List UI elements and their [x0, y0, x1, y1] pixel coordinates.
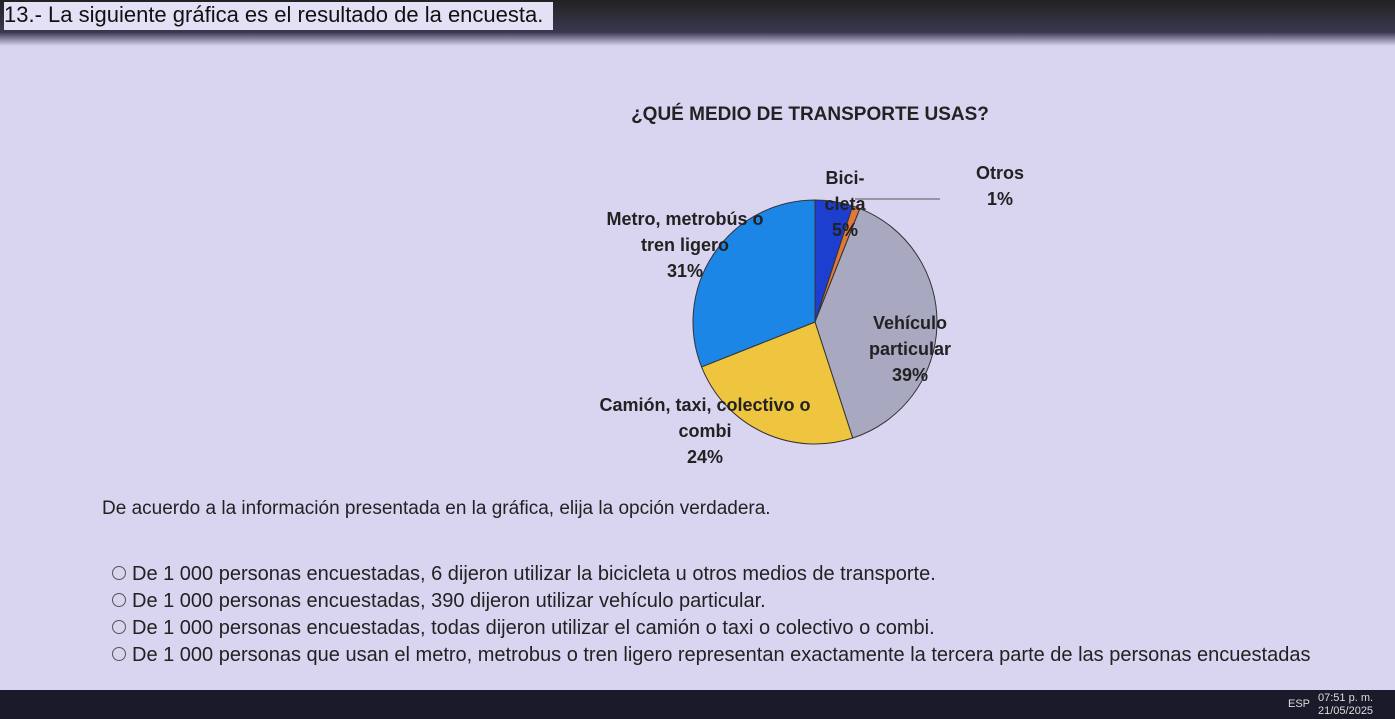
taskbar: ESP 07:51 p. m. 21/05/2025	[0, 690, 1395, 719]
radio	[112, 647, 126, 661]
option-text: De 1 000 personas que usan el metro, met…	[132, 644, 1311, 666]
prompt: De acuerdo a la información presentada e…	[102, 498, 771, 519]
slice-label: Metro, metrobús o tren ligero 31%	[600, 206, 770, 284]
category-label: Camión, taxi, colectivo o combi	[599, 395, 811, 441]
option-text: De 1 000 personas encuestadas, 6 dijeron…	[132, 563, 936, 585]
category-label: Bici- cleta	[824, 168, 866, 214]
value-label: 1%	[986, 189, 1013, 209]
slice-label: Otros 1%	[960, 160, 1040, 212]
option[interactable]: De 1 000 personas encuestadas, 6 dijeron…	[112, 563, 936, 586]
time: 07:51 p. m.	[1318, 692, 1374, 704]
option-text: De 1 000 personas encuestadas, todas dij…	[132, 617, 935, 639]
option[interactable]: De 1 000 personas encuestadas, 390 dijer…	[112, 590, 766, 613]
option-text: De 1 000 personas encuestadas, 390 dijer…	[132, 590, 766, 612]
radio	[112, 593, 126, 607]
chart-title: ¿QUÉ MEDIO DE TRANSPORTE USAS?	[631, 104, 989, 125]
date: 21/05/2025	[1318, 705, 1374, 717]
category-label: Otros	[975, 163, 1024, 183]
category-label: Metro, metrobús o tren ligero	[606, 209, 764, 255]
value-label: 39%	[891, 365, 929, 385]
pie-slice	[814, 207, 938, 439]
pie-slice	[692, 199, 816, 368]
option[interactable]: De 1 000 personas que usan el metro, met…	[112, 644, 1310, 667]
slice-label: Bici- cleta 5%	[815, 165, 875, 243]
value-label: 5%	[831, 220, 858, 240]
radio	[112, 566, 126, 580]
pie-slice	[700, 321, 854, 445]
slice-label: Vehículo particular 39%	[850, 310, 970, 388]
slice-label: Camión, taxi, colectivo o combi 24%	[590, 392, 820, 470]
option[interactable]: De 1 000 personas encuestadas, todas dij…	[112, 617, 935, 640]
radio	[112, 620, 126, 634]
question: 13.- La siguiente gráfica es el resultad…	[4, 2, 554, 30]
language: ESP	[1288, 698, 1311, 710]
category-label: Vehículo particular	[868, 313, 952, 359]
value-label: 24%	[686, 447, 724, 467]
value-label: 31%	[666, 261, 704, 281]
